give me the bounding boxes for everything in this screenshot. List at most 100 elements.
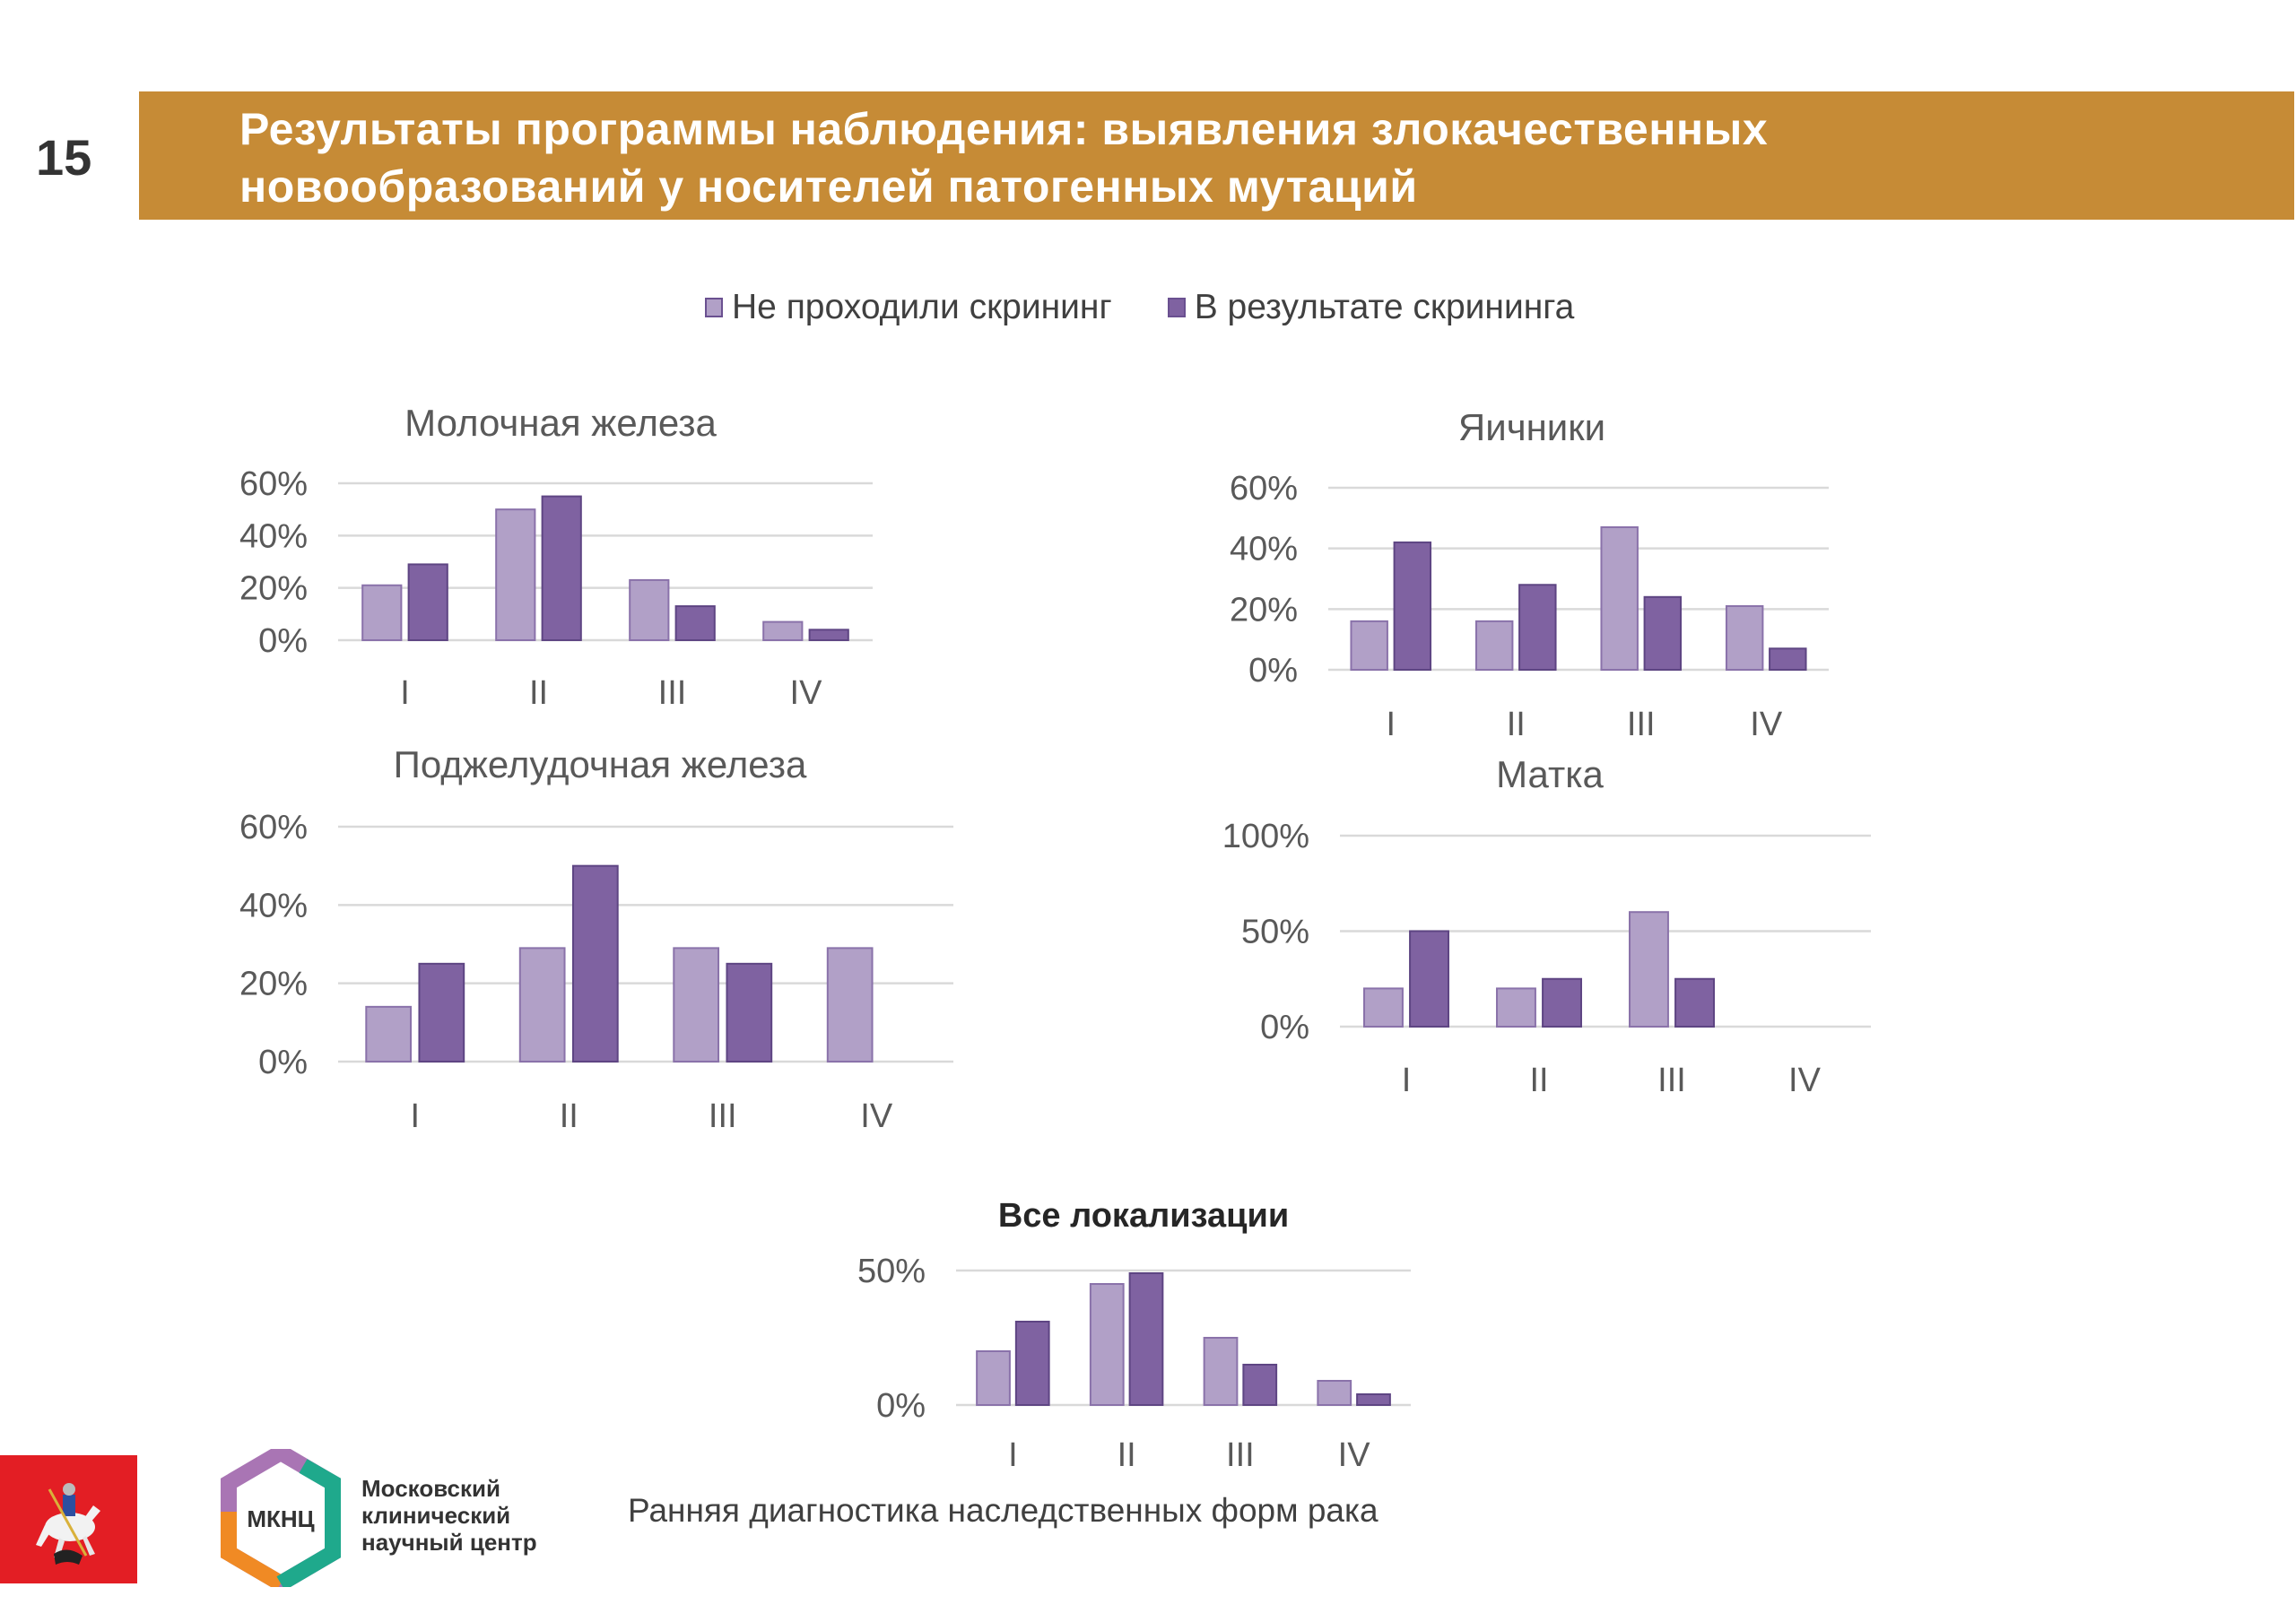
bar-not-screened-I	[1363, 987, 1404, 1028]
y-tick-label: 40%	[1230, 531, 1298, 568]
bar-screened-I	[407, 563, 448, 642]
y-tick-label: 100%	[1222, 818, 1309, 855]
bar-not-screened-I	[1350, 620, 1388, 671]
bar-not-screened-II	[518, 947, 566, 1063]
chart-title: Молочная железа	[404, 402, 717, 444]
page-number: 15	[36, 129, 92, 186]
y-tick-label: 50%	[857, 1253, 926, 1290]
legend-label-not-screened: Не проходили скрининг	[732, 288, 1112, 326]
x-tick-label: IV	[1788, 1062, 1822, 1099]
st-george-icon	[0, 1455, 137, 1583]
x-tick-label: I	[1402, 1062, 1412, 1099]
bar-screened-IV	[808, 629, 849, 641]
bar-not-screened-III	[1629, 911, 1669, 1028]
y-tick-label: 0%	[258, 1044, 308, 1081]
chart-title: Поджелудочная железа	[394, 743, 807, 785]
x-tick-label: III	[709, 1097, 737, 1135]
bar-not-screened-II	[1089, 1283, 1125, 1406]
bar-screened-III	[726, 962, 773, 1063]
y-tick-label: 0%	[876, 1387, 926, 1425]
y-tick-label: 20%	[239, 570, 308, 608]
bar-screened-IV	[1356, 1393, 1391, 1406]
legend-item-screened: В результате скрининга	[1167, 288, 1575, 327]
x-tick-label: IV	[1750, 706, 1783, 743]
mknc-name: Московский клинический научный центр	[361, 1475, 537, 1556]
x-tick-label: IV	[1338, 1436, 1371, 1474]
bar-not-screened-I	[361, 584, 403, 641]
x-tick-label: I	[400, 674, 410, 712]
bar-screened-III	[674, 605, 716, 641]
legend-label-screened: В результате скрининга	[1194, 288, 1575, 326]
x-tick-label: II	[529, 674, 548, 712]
x-tick-label: II	[1507, 706, 1526, 743]
x-tick-label: II	[1118, 1436, 1136, 1474]
bar-not-screened-III	[629, 578, 670, 642]
x-tick-label: I	[410, 1097, 420, 1135]
slide-title-line-1: Результаты программы наблюдения: выявлен…	[239, 104, 1769, 154]
mknc-name-line-3: научный центр	[361, 1529, 537, 1556]
y-tick-label: 60%	[239, 809, 308, 846]
bar-screened-II	[1128, 1272, 1164, 1406]
slide-title-line-2: новообразований у носителей патогенных м…	[239, 161, 1418, 212]
bar-not-screened-IV	[1725, 604, 1764, 672]
bar-screened-III	[1242, 1364, 1278, 1406]
chart-title: Матка	[1496, 753, 1604, 795]
bar-not-screened-IV	[826, 947, 874, 1063]
mknc-name-line-1: Московский	[361, 1475, 500, 1502]
x-tick-label: II	[560, 1097, 578, 1135]
bar-not-screened-III	[1203, 1337, 1239, 1406]
bar-not-screened-III	[673, 947, 720, 1063]
x-tick-label: III	[1627, 706, 1656, 743]
legend-swatch-dark	[1167, 298, 1186, 317]
bar-screened-I	[418, 962, 465, 1063]
mknc-hexagon-icon: МКНЦ	[221, 1443, 341, 1593]
bar-screened-III	[1643, 595, 1683, 671]
chart-title: Все локализации	[998, 1197, 1289, 1235]
y-tick-label: 40%	[239, 887, 308, 924]
mknc-logo: МКНЦ	[218, 1443, 344, 1593]
bar-screened-II	[571, 864, 619, 1063]
bar-screened-I	[1393, 541, 1432, 672]
bar-not-screened-IV	[762, 620, 804, 641]
x-tick-label: IV	[860, 1097, 893, 1135]
y-tick-label: 0%	[1248, 652, 1298, 690]
y-tick-label: 40%	[239, 517, 308, 555]
bar-screened-I	[1014, 1321, 1050, 1406]
bar-screened-II	[1518, 584, 1557, 671]
title-banner	[139, 91, 2294, 220]
chart-legend: Не проходили скрининг В результате скрин…	[705, 285, 1630, 330]
bar-screened-II	[541, 495, 582, 641]
x-tick-label: II	[1529, 1062, 1548, 1099]
x-tick-label: I	[1386, 706, 1396, 743]
bar-not-screened-I	[976, 1350, 1011, 1406]
bar-screened-IV	[1769, 647, 1807, 671]
y-tick-label: 60%	[1230, 470, 1298, 507]
x-tick-label: III	[1657, 1062, 1686, 1099]
y-tick-label: 50%	[1241, 914, 1309, 951]
bar-not-screened-I	[365, 1005, 413, 1063]
x-tick-label: III	[1226, 1436, 1255, 1474]
bar-screened-I	[1409, 930, 1449, 1028]
y-tick-label: 60%	[239, 465, 308, 503]
mknc-abbr: МКНЦ	[247, 1505, 314, 1532]
chart-title: Яичники	[1458, 406, 1605, 448]
y-tick-label: 20%	[1230, 591, 1298, 629]
bar-not-screened-II	[495, 508, 536, 642]
footer-caption: Ранняя диагностика наследственных форм р…	[628, 1492, 1378, 1529]
x-tick-label: I	[1008, 1436, 1018, 1474]
bar-not-screened-IV	[1317, 1380, 1352, 1406]
moscow-logo	[0, 1455, 137, 1583]
y-tick-label: 0%	[258, 622, 308, 660]
bar-screened-III	[1674, 977, 1715, 1028]
bar-not-screened-II	[1496, 987, 1536, 1028]
bar-not-screened-II	[1474, 620, 1514, 671]
slide-title: Результаты программы наблюдения: выявлен…	[239, 100, 2213, 215]
bar-screened-II	[1542, 977, 1582, 1028]
legend-swatch-light	[705, 298, 723, 317]
x-tick-label: III	[658, 674, 687, 712]
